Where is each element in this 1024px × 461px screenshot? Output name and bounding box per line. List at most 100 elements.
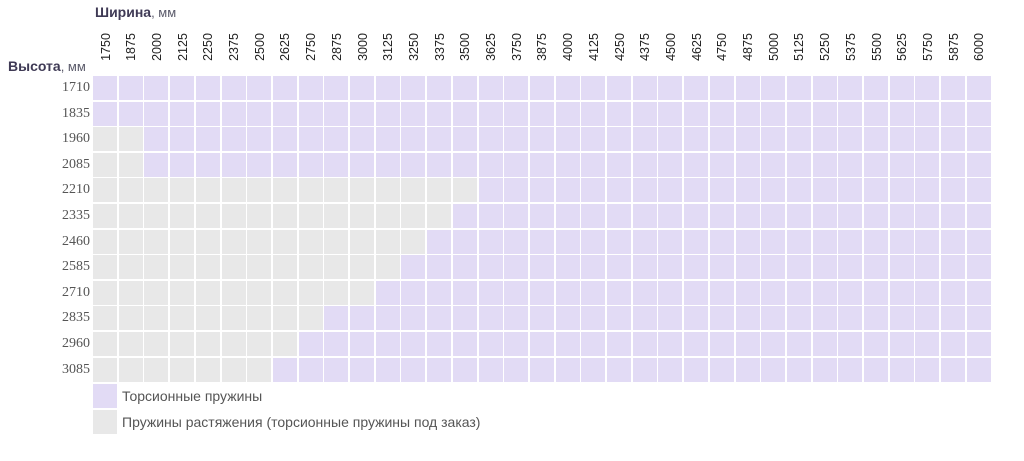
cell-torsion [427,229,452,254]
column-header: 3375 [427,24,452,70]
cell-torsion [632,229,657,254]
cell-torsion [761,255,786,280]
cell-torsion [889,280,914,305]
cell-torsion [709,152,734,177]
cell-torsion [941,204,966,228]
cell-extension [195,255,220,280]
column-header-label: 3875 [535,33,550,61]
cell-torsion [607,152,631,177]
cell-torsion [504,152,529,177]
cell-torsion [478,101,503,126]
cell-torsion [555,152,580,177]
cell-torsion [658,101,683,126]
column-header: 1875 [119,24,144,70]
cell-extension [350,280,374,305]
cell-torsion [247,127,272,152]
column-header: 1750 [93,24,118,70]
cell-torsion [529,76,554,100]
cell-torsion [401,152,426,177]
cell-torsion [812,101,837,126]
cell-extension [118,229,143,254]
cell-torsion [452,229,477,254]
cell-torsion [735,76,760,100]
cell-extension [247,332,272,356]
cell-torsion [786,255,811,280]
column-header-label: 5125 [792,33,807,61]
cell-extension [170,204,195,228]
column-header-label: 3750 [509,33,524,61]
width-axis-label: Ширина [95,4,152,20]
cell-torsion [812,152,837,177]
cell-torsion [272,357,297,382]
cell-torsion [864,332,888,356]
cell-torsion [324,76,349,100]
cell-torsion [658,332,683,356]
cell-torsion [684,101,709,126]
column-header: 4500 [658,24,683,70]
cell-torsion [915,280,940,305]
cell-torsion [966,280,991,305]
cell-extension [170,229,195,254]
legend-label-extension: Пружины растяжения (торсионные пружины п… [122,414,481,431]
cell-extension [195,178,220,203]
cell-extension [401,204,426,228]
legend-label-torsion: Торсионные пружины [122,388,263,405]
cell-extension [272,255,297,280]
cell-torsion [786,357,811,382]
cell-torsion [118,101,143,126]
cell-torsion [478,280,503,305]
column-header-label: 5375 [843,33,858,61]
column-header-label: 5500 [869,33,884,61]
cell-torsion [581,332,606,356]
cell-torsion [761,101,786,126]
cell-extension [93,332,117,356]
cell-torsion [735,178,760,203]
row-header: 2460 [62,233,90,249]
cell-torsion [555,178,580,203]
cell-torsion [607,280,631,305]
cell-extension [272,280,297,305]
row-header: 2960 [62,336,90,351]
cell-torsion [761,229,786,254]
cell-extension [247,357,272,382]
column-header-label: 3375 [432,33,447,61]
row-header: 2210 [62,182,90,198]
cell-torsion [529,101,554,126]
row-header: 1835 [62,105,90,121]
cell-extension [272,178,297,203]
cell-torsion [915,306,940,331]
cell-torsion [941,255,966,280]
column-header-label: 2750 [304,33,319,61]
cell-torsion [401,76,426,100]
column-header: 4125 [581,24,606,70]
cell-torsion [658,178,683,203]
cell-torsion [324,332,349,356]
cell-torsion [838,204,863,228]
cell-extension [170,357,195,382]
cell-torsion [966,357,991,382]
cell-extension [170,255,195,280]
cell-torsion [812,357,837,382]
cell-extension [118,332,143,356]
cell-torsion [298,127,323,152]
cell-extension [324,280,349,305]
cell-torsion [144,127,169,152]
cell-torsion [529,255,554,280]
cell-torsion [761,306,786,331]
column-header-label: 4250 [612,33,627,61]
cell-extension [93,204,117,228]
cell-torsion [504,76,529,100]
cell-torsion [452,76,477,100]
cell-torsion [941,357,966,382]
cell-torsion [735,255,760,280]
column-header: 3500 [453,24,478,70]
cell-torsion [864,101,888,126]
column-header: 6000 [967,24,992,70]
cell-extension [195,357,220,382]
cell-torsion [735,204,760,228]
cell-torsion [555,101,580,126]
cell-extension [93,255,117,280]
cell-torsion [298,332,323,356]
column-header-label: 4875 [741,33,755,61]
cell-torsion [658,255,683,280]
